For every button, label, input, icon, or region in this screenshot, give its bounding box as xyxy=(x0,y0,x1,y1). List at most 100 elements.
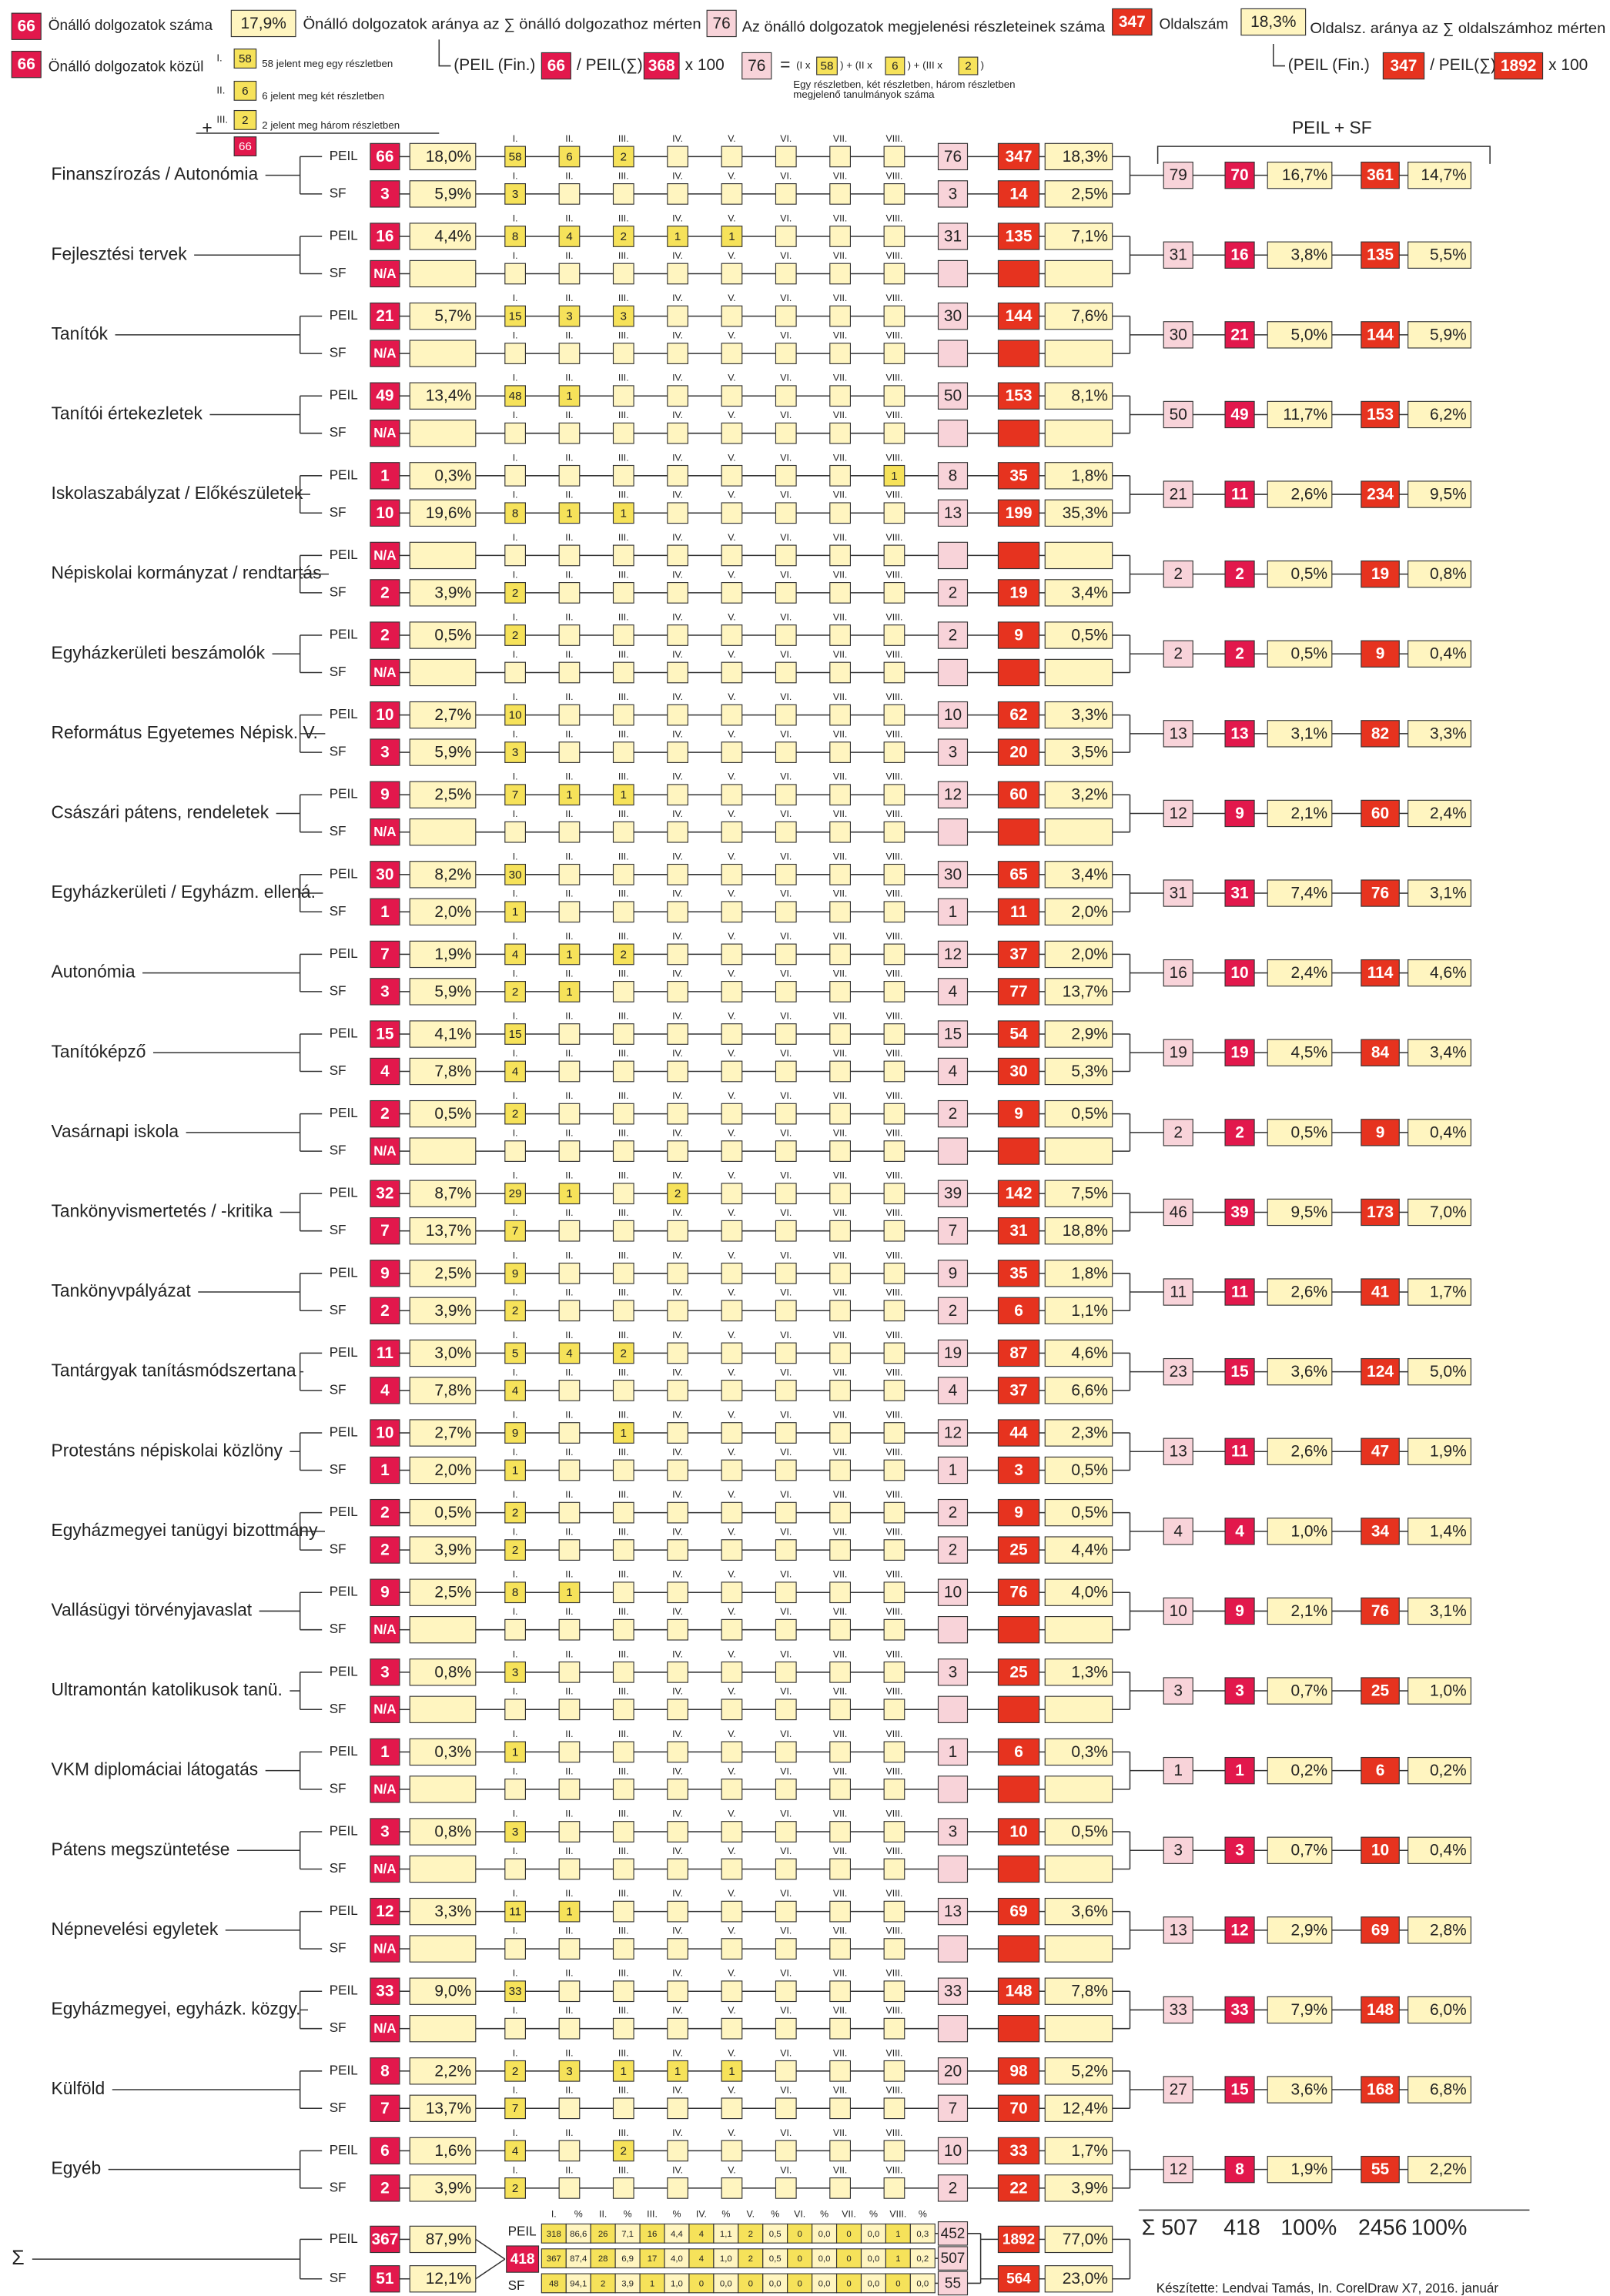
parts-total-box-text: 13 xyxy=(944,1903,962,1920)
part-label: III. xyxy=(618,729,629,740)
pages-pct-box-text: 3,4% xyxy=(1071,584,1108,601)
pages-pct-box-text: 0,5% xyxy=(1071,626,1108,644)
part-label: VIII. xyxy=(885,2047,902,2058)
part-box-text: 4 xyxy=(512,2144,518,2157)
part-box-text: 2 xyxy=(621,150,627,163)
row-label: PEIL xyxy=(330,2143,358,2157)
part-box xyxy=(612,1980,634,2003)
count-box-text: N/A xyxy=(373,346,396,361)
part-box xyxy=(883,943,905,966)
count-box-text: N/A xyxy=(373,665,396,680)
combined-pages-pct-box-text: 2,8% xyxy=(1430,1921,1467,1939)
combined-parts-box-text: 12 xyxy=(1170,2160,1187,2178)
part-box xyxy=(829,1103,851,1125)
pages-box-text: 564 xyxy=(1006,2271,1031,2288)
combined-count-box-text: 39 xyxy=(1230,1203,1248,1221)
combined-pages-box-text: 34 xyxy=(1371,1522,1390,1540)
count-box xyxy=(370,1818,400,1846)
part-label: I. xyxy=(513,2127,518,2138)
part-box xyxy=(721,661,743,684)
part-box xyxy=(558,1980,581,2003)
mini-cell xyxy=(565,2223,591,2244)
pages-pct-box xyxy=(1044,898,1113,925)
parts-total-box-text: 33 xyxy=(944,1983,962,2000)
row-label: SF xyxy=(330,2100,346,2115)
mini-cell-text: 0,0 xyxy=(818,2279,831,2288)
label: 58 jelent meg egy részletben xyxy=(262,58,393,69)
part-label: III. xyxy=(618,1686,629,1697)
mini-cell-text: 26 xyxy=(598,2230,608,2239)
label: ) + (II x xyxy=(840,59,872,71)
part-label: II. xyxy=(565,1250,573,1260)
combined-pages-pct-box-text: 9,5% xyxy=(1430,486,1467,504)
part-label: III. xyxy=(618,2047,629,2058)
count-box-text: 4 xyxy=(380,1381,390,1399)
pages-box-text: 10 xyxy=(1009,1822,1027,1840)
part-box xyxy=(612,1300,634,1322)
part-box xyxy=(721,1539,743,1561)
connector xyxy=(475,2238,506,2260)
part-box xyxy=(883,1300,905,1322)
pages-pct-box xyxy=(1044,1297,1113,1324)
part-box-text: 4 xyxy=(512,1065,518,1078)
pct-box-text: 13,4% xyxy=(426,387,471,405)
combined-pages-box-text: 76 xyxy=(1371,885,1389,902)
row-label: PEIL xyxy=(508,2224,537,2238)
part-box xyxy=(883,305,905,327)
pct-box xyxy=(409,579,477,607)
part-box-text: 3 xyxy=(621,310,627,323)
part-box xyxy=(667,1459,688,1481)
formula-box xyxy=(643,52,680,80)
formula-box-text: 66 xyxy=(547,57,565,75)
part-box xyxy=(883,183,905,205)
combined-parts-box-text: 1 xyxy=(1173,1762,1183,1779)
part-box-text: 1 xyxy=(621,2065,627,2078)
pct-box-text: 0,5% xyxy=(434,626,471,644)
mini-cell xyxy=(787,2273,813,2294)
part-box xyxy=(721,226,743,247)
part-label: III. xyxy=(618,649,629,660)
formula-part xyxy=(885,56,905,75)
part-label: VII. xyxy=(833,1527,848,1538)
part-box xyxy=(829,1501,851,1524)
part-box xyxy=(883,263,905,285)
part-box xyxy=(612,1459,634,1481)
part-box xyxy=(504,1342,526,1364)
parts-total-box xyxy=(937,1616,969,1644)
part-label: III. xyxy=(618,1367,629,1377)
part-label: V. xyxy=(728,771,736,782)
parts-total-box-text: 2 xyxy=(949,1302,958,1320)
part-box xyxy=(829,1220,851,1242)
mini-header: % xyxy=(771,2208,779,2219)
part-box xyxy=(667,1342,688,1364)
mini-header: % xyxy=(672,2208,681,2219)
pages-box-text: 3 xyxy=(1014,1461,1023,1479)
mini-cell-text: 4 xyxy=(699,2230,704,2239)
part-label: I. xyxy=(513,1250,518,1260)
pages-pct-box xyxy=(1044,420,1113,447)
part-box xyxy=(612,146,634,168)
combined-pages-pct-box xyxy=(1407,1278,1471,1306)
pages-pct-box-text: 77,0% xyxy=(1063,2231,1108,2248)
row-label: PEIL xyxy=(330,1345,358,1360)
part-label: III. xyxy=(618,170,629,181)
count-box xyxy=(370,2015,400,2043)
pct-box-text: 9,0% xyxy=(434,1983,471,2000)
part-label: VIII. xyxy=(885,490,902,500)
part-label: VIII. xyxy=(885,452,902,463)
part-box xyxy=(829,2177,851,2199)
part-box xyxy=(667,1539,688,1561)
row-label: PEIL xyxy=(330,1504,358,1519)
row-label: PEIL xyxy=(330,628,358,642)
combined-pages-box-text: 69 xyxy=(1371,1921,1389,1939)
part-label: III. xyxy=(618,771,629,782)
topic-name: Református Egyetemes Népisk. V. xyxy=(52,722,318,742)
parts-total-box xyxy=(937,1578,969,1606)
part-label: II. xyxy=(565,771,573,782)
part-box xyxy=(775,1900,797,1923)
part-label: I. xyxy=(513,2085,518,2096)
part-label: VII. xyxy=(833,213,848,223)
split-part-text: 58 xyxy=(239,52,252,65)
part-label: VII. xyxy=(833,1846,848,1856)
mini-header: I. xyxy=(551,2208,557,2219)
